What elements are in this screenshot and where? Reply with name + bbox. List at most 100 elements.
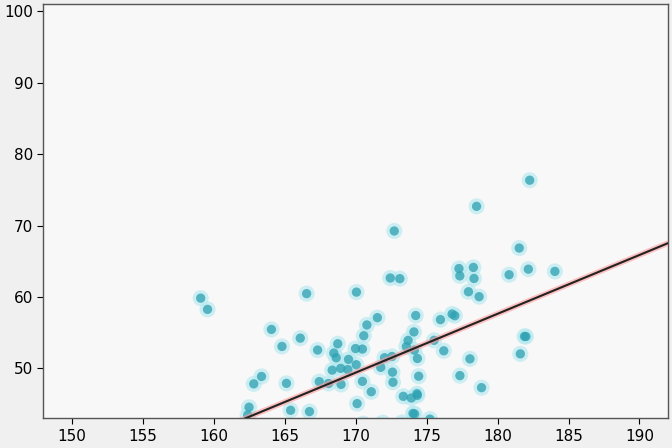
Point [327, 366, 337, 374]
Point [409, 410, 420, 418]
Point [519, 333, 530, 340]
Point [398, 393, 409, 400]
Point [312, 346, 323, 353]
Point [327, 366, 337, 374]
Point [379, 354, 390, 361]
Point [474, 293, 485, 300]
Point [358, 420, 368, 427]
Point [429, 337, 439, 344]
Point [409, 347, 420, 354]
Point [447, 310, 458, 318]
Point [362, 321, 372, 328]
Point [196, 294, 206, 302]
Point [304, 408, 314, 415]
Point [249, 380, 259, 388]
Point [408, 410, 419, 417]
Point [351, 361, 362, 368]
Point [285, 407, 296, 414]
Point [256, 373, 267, 380]
Point [350, 345, 361, 352]
Point [333, 340, 343, 347]
Point [351, 289, 362, 296]
Point [357, 434, 368, 441]
Point [335, 435, 345, 443]
Point [312, 346, 323, 353]
Point [514, 245, 525, 252]
Point [411, 390, 422, 397]
Point [281, 380, 292, 387]
Point [468, 275, 479, 282]
Point [196, 294, 206, 302]
Point [216, 422, 226, 430]
Point [335, 365, 346, 372]
Point [243, 411, 253, 418]
Point [348, 444, 359, 448]
Point [468, 264, 478, 271]
Point [314, 378, 325, 385]
Point [438, 347, 449, 354]
Point [429, 337, 439, 344]
Point [403, 337, 413, 344]
Point [504, 271, 515, 278]
Point [454, 372, 465, 379]
Point [202, 306, 213, 313]
Point [336, 381, 347, 388]
Point [464, 355, 475, 362]
Point [295, 335, 306, 342]
Point [329, 349, 339, 357]
Point [454, 272, 465, 280]
Point [403, 337, 413, 344]
Point [366, 388, 376, 395]
Point [358, 420, 368, 427]
Point [409, 410, 420, 418]
Point [515, 350, 526, 358]
Point [378, 419, 388, 426]
Point [379, 354, 390, 361]
Point [343, 366, 353, 373]
Point [351, 361, 362, 368]
Point [266, 326, 277, 333]
Point [406, 394, 417, 401]
Point [406, 394, 417, 401]
Point [425, 415, 435, 422]
Point [514, 245, 525, 252]
Point [335, 435, 345, 443]
Point [319, 431, 330, 438]
Point [388, 379, 398, 386]
Point [386, 353, 397, 360]
Point [463, 288, 474, 295]
Point [304, 408, 314, 415]
Point [323, 380, 334, 387]
Point [329, 349, 339, 357]
Point [366, 388, 376, 395]
Point [412, 355, 423, 362]
Point [463, 288, 474, 295]
Point [515, 350, 526, 358]
Point [474, 293, 485, 300]
Point [550, 268, 560, 275]
Point [336, 381, 347, 388]
Point [411, 312, 421, 319]
Point [362, 321, 372, 328]
Point [385, 275, 396, 282]
Point [504, 271, 515, 278]
Point [413, 373, 424, 380]
Point [394, 275, 405, 282]
Point [401, 343, 412, 350]
Point [243, 411, 253, 418]
Point [389, 228, 400, 235]
Point [524, 177, 535, 184]
Point [277, 343, 288, 350]
Point [425, 415, 435, 422]
Point [357, 345, 368, 353]
Point [357, 434, 368, 441]
Point [331, 354, 341, 362]
Point [409, 328, 419, 336]
Point [317, 428, 327, 435]
Point [476, 384, 487, 391]
Point [394, 275, 405, 282]
Point [387, 369, 398, 376]
Point [216, 422, 226, 430]
Point [378, 419, 388, 426]
Point [464, 355, 475, 362]
